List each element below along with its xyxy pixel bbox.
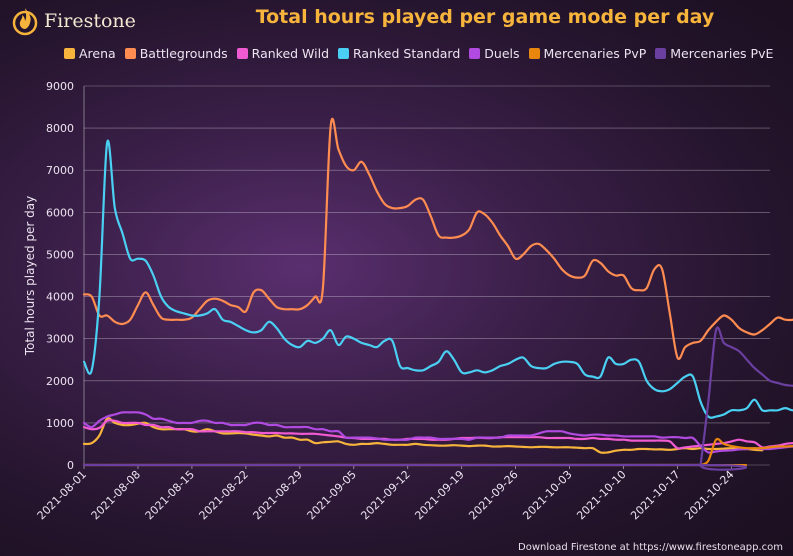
legend-label: Mercenaries PvE <box>670 46 774 61</box>
legend-swatch <box>64 48 75 59</box>
legend-label: Battlegrounds <box>139 46 228 61</box>
brand-name: Firestone <box>44 10 136 32</box>
y-axis-label: Total hours played per day <box>23 196 37 356</box>
x-tick-label: 2021-08-01 <box>35 468 89 522</box>
x-tick-label: 2021-08-15 <box>143 468 197 522</box>
x-tick-label: 2021-08-22 <box>197 468 251 522</box>
legend-swatch <box>528 48 540 59</box>
x-tick-label: 2021-10-17 <box>628 468 682 522</box>
y-tick-label: 5000 <box>46 248 74 261</box>
legend-swatch <box>124 48 136 59</box>
legend-item-duels[interactable]: Duels <box>469 46 520 61</box>
x-tick-label: 2021-09-12 <box>358 468 412 522</box>
legend-item-ranked-standard[interactable]: Ranked Standard <box>338 46 460 61</box>
legend-label: Duels <box>484 46 520 61</box>
legend-item-mercenaries-pve[interactable]: Mercenaries PvE <box>655 46 773 61</box>
legend-swatch <box>469 48 481 59</box>
y-tick-label: 1000 <box>46 417 74 430</box>
x-tick-label: 2021-09-05 <box>304 468 358 522</box>
y-tick-label: 3000 <box>46 333 74 346</box>
x-tick-label: 2021-10-24 <box>682 468 736 522</box>
legend-swatch <box>338 48 350 59</box>
legend-swatch <box>236 48 248 59</box>
legend-label: Arena <box>79 46 116 61</box>
legend-item-arena[interactable]: Arena <box>64 46 116 61</box>
x-tick-label: 2021-09-26 <box>466 468 520 522</box>
legend-swatch <box>655 48 667 59</box>
x-tick-label: 2021-10-10 <box>574 468 628 522</box>
flame-logo-icon <box>12 8 38 36</box>
legend-label: Ranked Wild <box>251 46 330 61</box>
y-tick-label: 8000 <box>46 122 74 135</box>
legend-label: Ranked Standard <box>353 46 461 61</box>
legend-item-mercenaries-pvp[interactable]: Mercenaries PvP <box>528 46 647 61</box>
chart-title: Total hours played per game mode per day <box>255 6 715 28</box>
y-tick-label: 2000 <box>46 375 74 388</box>
series-line-duels <box>82 411 793 454</box>
legend-item-battlegrounds[interactable]: Battlegrounds <box>124 46 228 61</box>
legend: Arena Battlegrounds Ranked Wild Ranked Stan… <box>64 46 773 61</box>
series-line-battlegrounds <box>82 117 793 360</box>
legend-item-ranked-wild[interactable]: Ranked Wild <box>236 46 330 61</box>
series-line-mercenaries-pvp <box>82 437 793 467</box>
x-tick-label: 2021-10-03 <box>520 468 574 522</box>
y-tick-label: 6000 <box>46 206 74 219</box>
y-tick-label: 0 <box>67 459 74 472</box>
brand: Firestone <box>12 6 136 36</box>
y-tick-label: 9000 <box>46 80 74 93</box>
footer-download-text: Download Firestone at https://www.firest… <box>518 542 783 553</box>
series-line-ranked-standard <box>82 139 793 419</box>
y-tick-label: 7000 <box>46 164 74 177</box>
x-tick-label: 2021-09-19 <box>412 468 466 522</box>
y-tick-label: 4000 <box>46 291 74 304</box>
series-line-mercenaries-pve <box>82 326 793 471</box>
series-line-ranked-wild <box>82 419 793 450</box>
x-tick-label: 2021-08-29 <box>251 468 305 522</box>
x-tick-label: 2021-08-08 <box>89 468 143 522</box>
legend-label: Mercenaries PvP <box>543 46 647 61</box>
